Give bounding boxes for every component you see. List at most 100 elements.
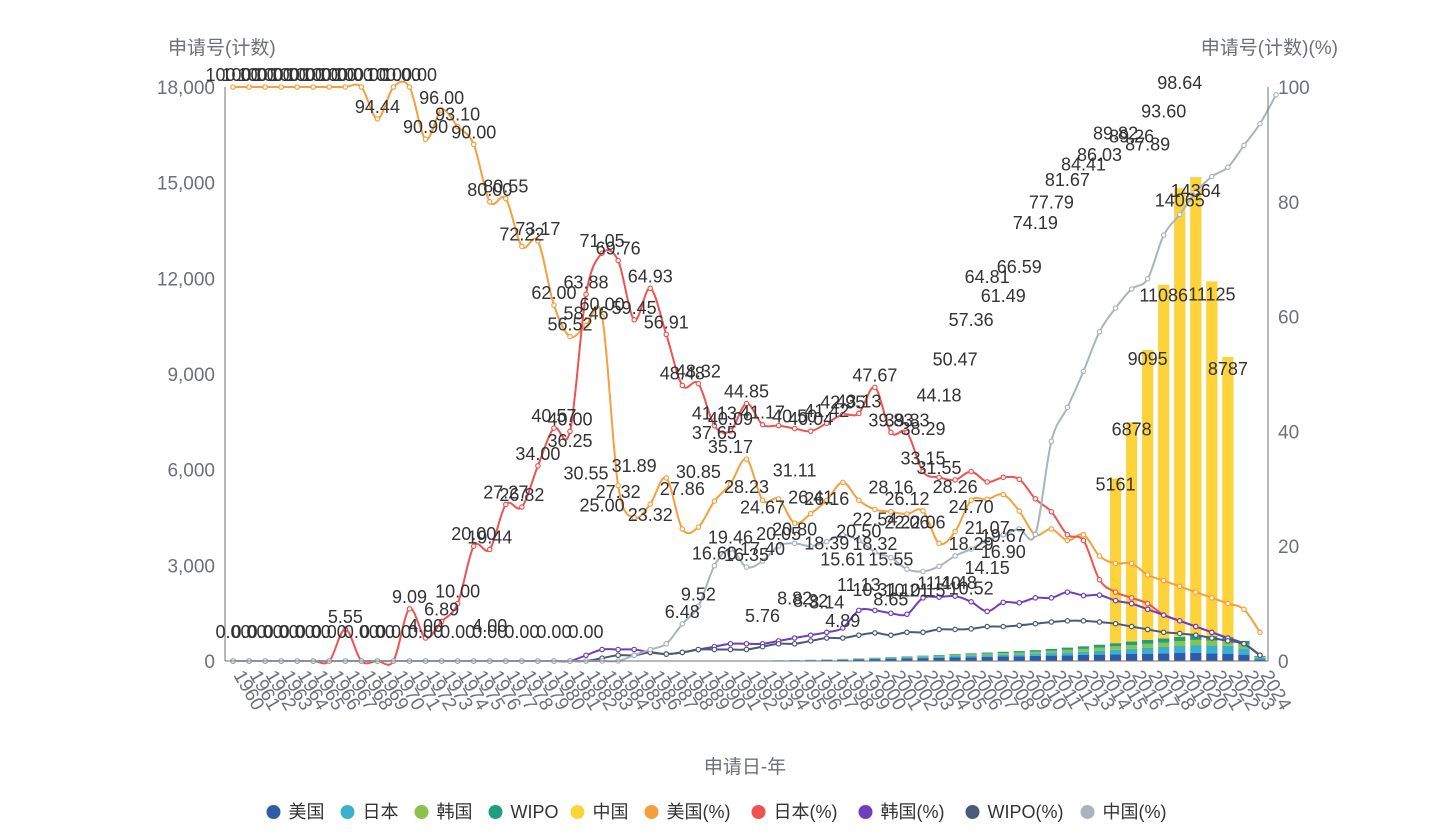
point-韩国(%)[interactable]	[1017, 601, 1021, 605]
bar-日本[interactable]	[1142, 648, 1153, 654]
point-韩国(%)[interactable]	[632, 647, 636, 651]
point-美国(%)[interactable]	[1017, 509, 1021, 513]
bar-韩国[interactable]	[1110, 646, 1121, 650]
point-日本(%)[interactable]	[632, 318, 636, 322]
point-美国(%)[interactable]	[1049, 527, 1053, 531]
point-WIPO(%)[interactable]	[873, 631, 877, 635]
point-日本(%)[interactable]	[1033, 497, 1037, 501]
point-WIPO(%)[interactable]	[1097, 620, 1101, 624]
point-日本(%)[interactable]	[1145, 601, 1149, 605]
point-中国(%)[interactable]	[712, 564, 716, 568]
point-WIPO(%)[interactable]	[1226, 639, 1230, 643]
bar-WIPO[interactable]	[1046, 649, 1057, 651]
point-中国(%)[interactable]	[1049, 439, 1053, 443]
bar-韩国[interactable]	[917, 656, 928, 657]
point-中国(%)[interactable]	[1210, 174, 1214, 178]
point-WIPO(%)[interactable]	[1113, 621, 1117, 625]
point-日本(%)[interactable]	[969, 469, 973, 473]
legend-item[interactable]: WIPO	[489, 802, 559, 822]
bar-日本[interactable]	[1158, 647, 1169, 653]
point-WIPO(%)[interactable]	[744, 647, 748, 651]
point-日本(%)[interactable]	[520, 505, 524, 509]
point-日本(%)[interactable]	[1049, 510, 1053, 514]
bar-日本[interactable]	[1094, 651, 1105, 655]
point-美国(%)[interactable]	[1145, 573, 1149, 577]
point-日本(%)[interactable]	[985, 480, 989, 484]
legend-item[interactable]: 日本(%)	[752, 802, 838, 822]
point-日本(%)[interactable]	[680, 383, 684, 387]
point-日本(%)[interactable]	[407, 607, 411, 611]
legend-item[interactable]: 中国(%)	[1081, 802, 1167, 822]
bar-WIPO[interactable]	[966, 653, 977, 654]
bar-美国[interactable]	[982, 657, 993, 661]
point-日本(%)[interactable]	[616, 258, 620, 262]
bar-日本[interactable]	[1030, 654, 1041, 656]
point-日本(%)[interactable]	[1081, 538, 1085, 542]
point-WIPO(%)[interactable]	[1129, 624, 1133, 628]
point-美国(%)[interactable]	[263, 85, 267, 89]
point-美国(%)[interactable]	[520, 244, 524, 248]
bar-日本[interactable]	[1062, 652, 1073, 655]
point-美国(%)[interactable]	[231, 85, 235, 89]
bar-中国[interactable]	[1222, 357, 1233, 637]
point-中国(%)[interactable]	[1162, 233, 1166, 237]
point-中国(%)[interactable]	[1113, 306, 1117, 310]
point-WIPO(%)[interactable]	[808, 639, 812, 643]
bar-日本[interactable]	[1014, 654, 1025, 656]
point-中国(%)[interactable]	[1081, 369, 1085, 373]
bar-日本[interactable]	[1078, 652, 1089, 655]
point-日本(%)[interactable]	[648, 286, 652, 290]
point-美国(%)[interactable]	[488, 200, 492, 204]
point-美国(%)[interactable]	[1065, 538, 1069, 542]
bar-韩国[interactable]	[1078, 649, 1089, 652]
point-日本(%)[interactable]	[1113, 590, 1117, 594]
point-中国(%)[interactable]	[1097, 330, 1101, 334]
point-美国(%)[interactable]	[359, 85, 363, 89]
bar-美国[interactable]	[1190, 653, 1201, 661]
point-韩国(%)[interactable]	[1145, 607, 1149, 611]
bar-WIPO[interactable]	[1078, 646, 1089, 649]
point-中国(%)[interactable]	[953, 554, 957, 558]
legend-item[interactable]: 美国	[267, 802, 325, 822]
bar-日本[interactable]	[1206, 645, 1217, 653]
point-中国(%)[interactable]	[1226, 165, 1230, 169]
legend-item[interactable]: 中国	[571, 802, 629, 822]
bar-日本[interactable]	[998, 655, 1009, 657]
bar-中国[interactable]	[1158, 285, 1169, 639]
point-中国(%)[interactable]	[664, 642, 668, 646]
bar-日本[interactable]	[1190, 645, 1201, 653]
point-WIPO(%)[interactable]	[1065, 619, 1069, 623]
point-日本(%)[interactable]	[889, 430, 893, 434]
point-WIPO(%)[interactable]	[1162, 630, 1166, 634]
point-WIPO(%)[interactable]	[696, 647, 700, 651]
point-WIPO(%)[interactable]	[712, 647, 716, 651]
point-韩国(%)[interactable]	[1081, 593, 1085, 597]
bar-美国[interactable]	[1238, 655, 1249, 661]
point-WIPO(%)[interactable]	[985, 624, 989, 628]
point-美国(%)[interactable]	[857, 498, 861, 502]
point-美国(%)[interactable]	[1258, 630, 1262, 634]
bar-美国[interactable]	[949, 657, 960, 661]
point-WIPO(%)[interactable]	[1178, 631, 1182, 635]
bar-美国[interactable]	[1110, 654, 1121, 661]
point-美国(%)[interactable]	[343, 85, 347, 89]
point-WIPO(%)[interactable]	[1081, 619, 1085, 623]
bar-日本[interactable]	[1222, 646, 1233, 654]
point-韩国(%)[interactable]	[1033, 596, 1037, 600]
bar-WIPO[interactable]	[1094, 645, 1105, 648]
point-日本(%)[interactable]	[1065, 533, 1069, 537]
point-韩国(%)[interactable]	[584, 653, 588, 657]
bar-韩国[interactable]	[1126, 645, 1137, 649]
bar-中国[interactable]	[1174, 188, 1185, 637]
bar-韩国[interactable]	[1190, 640, 1201, 645]
bar-韩国[interactable]	[949, 655, 960, 656]
point-中国(%)[interactable]	[648, 647, 652, 651]
bar-日本[interactable]	[1174, 646, 1185, 653]
point-韩国(%)[interactable]	[1210, 630, 1214, 634]
point-WIPO(%)[interactable]	[616, 653, 620, 657]
bar-美国[interactable]	[1206, 653, 1217, 661]
bar-韩国[interactable]	[1014, 653, 1025, 655]
point-WIPO(%)[interactable]	[841, 636, 845, 640]
bar-WIPO[interactable]	[933, 655, 944, 656]
point-美国(%)[interactable]	[1178, 584, 1182, 588]
